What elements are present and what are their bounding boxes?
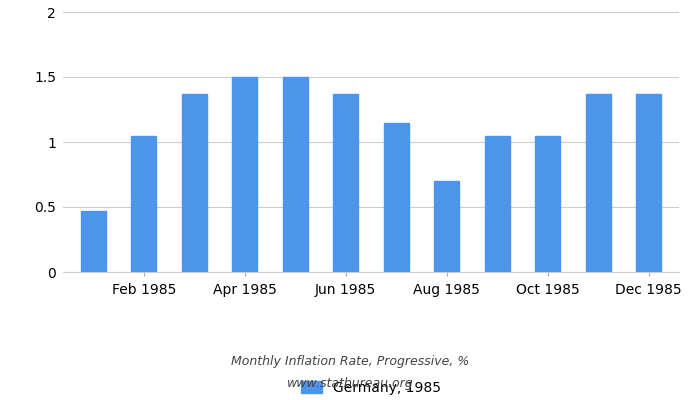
Bar — [586, 94, 611, 272]
Bar — [484, 136, 510, 272]
Bar — [636, 94, 662, 272]
Bar — [131, 136, 156, 272]
Text: Monthly Inflation Rate, Progressive, %: Monthly Inflation Rate, Progressive, % — [231, 356, 469, 368]
Bar — [535, 136, 560, 272]
Bar — [232, 77, 258, 272]
Bar — [333, 94, 358, 272]
Bar — [384, 122, 409, 272]
Legend: Germany, 1985: Germany, 1985 — [295, 375, 447, 400]
Bar — [434, 181, 459, 272]
Bar — [80, 211, 106, 272]
Text: www.statbureau.org: www.statbureau.org — [287, 378, 413, 390]
Bar — [182, 94, 207, 272]
Bar — [283, 77, 308, 272]
